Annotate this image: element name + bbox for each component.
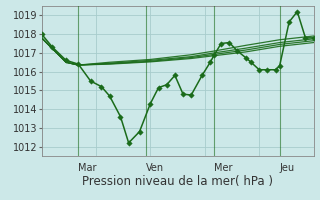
Text: Ven: Ven <box>146 163 164 173</box>
X-axis label: Pression niveau de la mer( hPa ): Pression niveau de la mer( hPa ) <box>82 175 273 188</box>
Text: Mer: Mer <box>214 163 233 173</box>
Text: Mar: Mar <box>78 163 97 173</box>
Text: Jeu: Jeu <box>280 163 295 173</box>
